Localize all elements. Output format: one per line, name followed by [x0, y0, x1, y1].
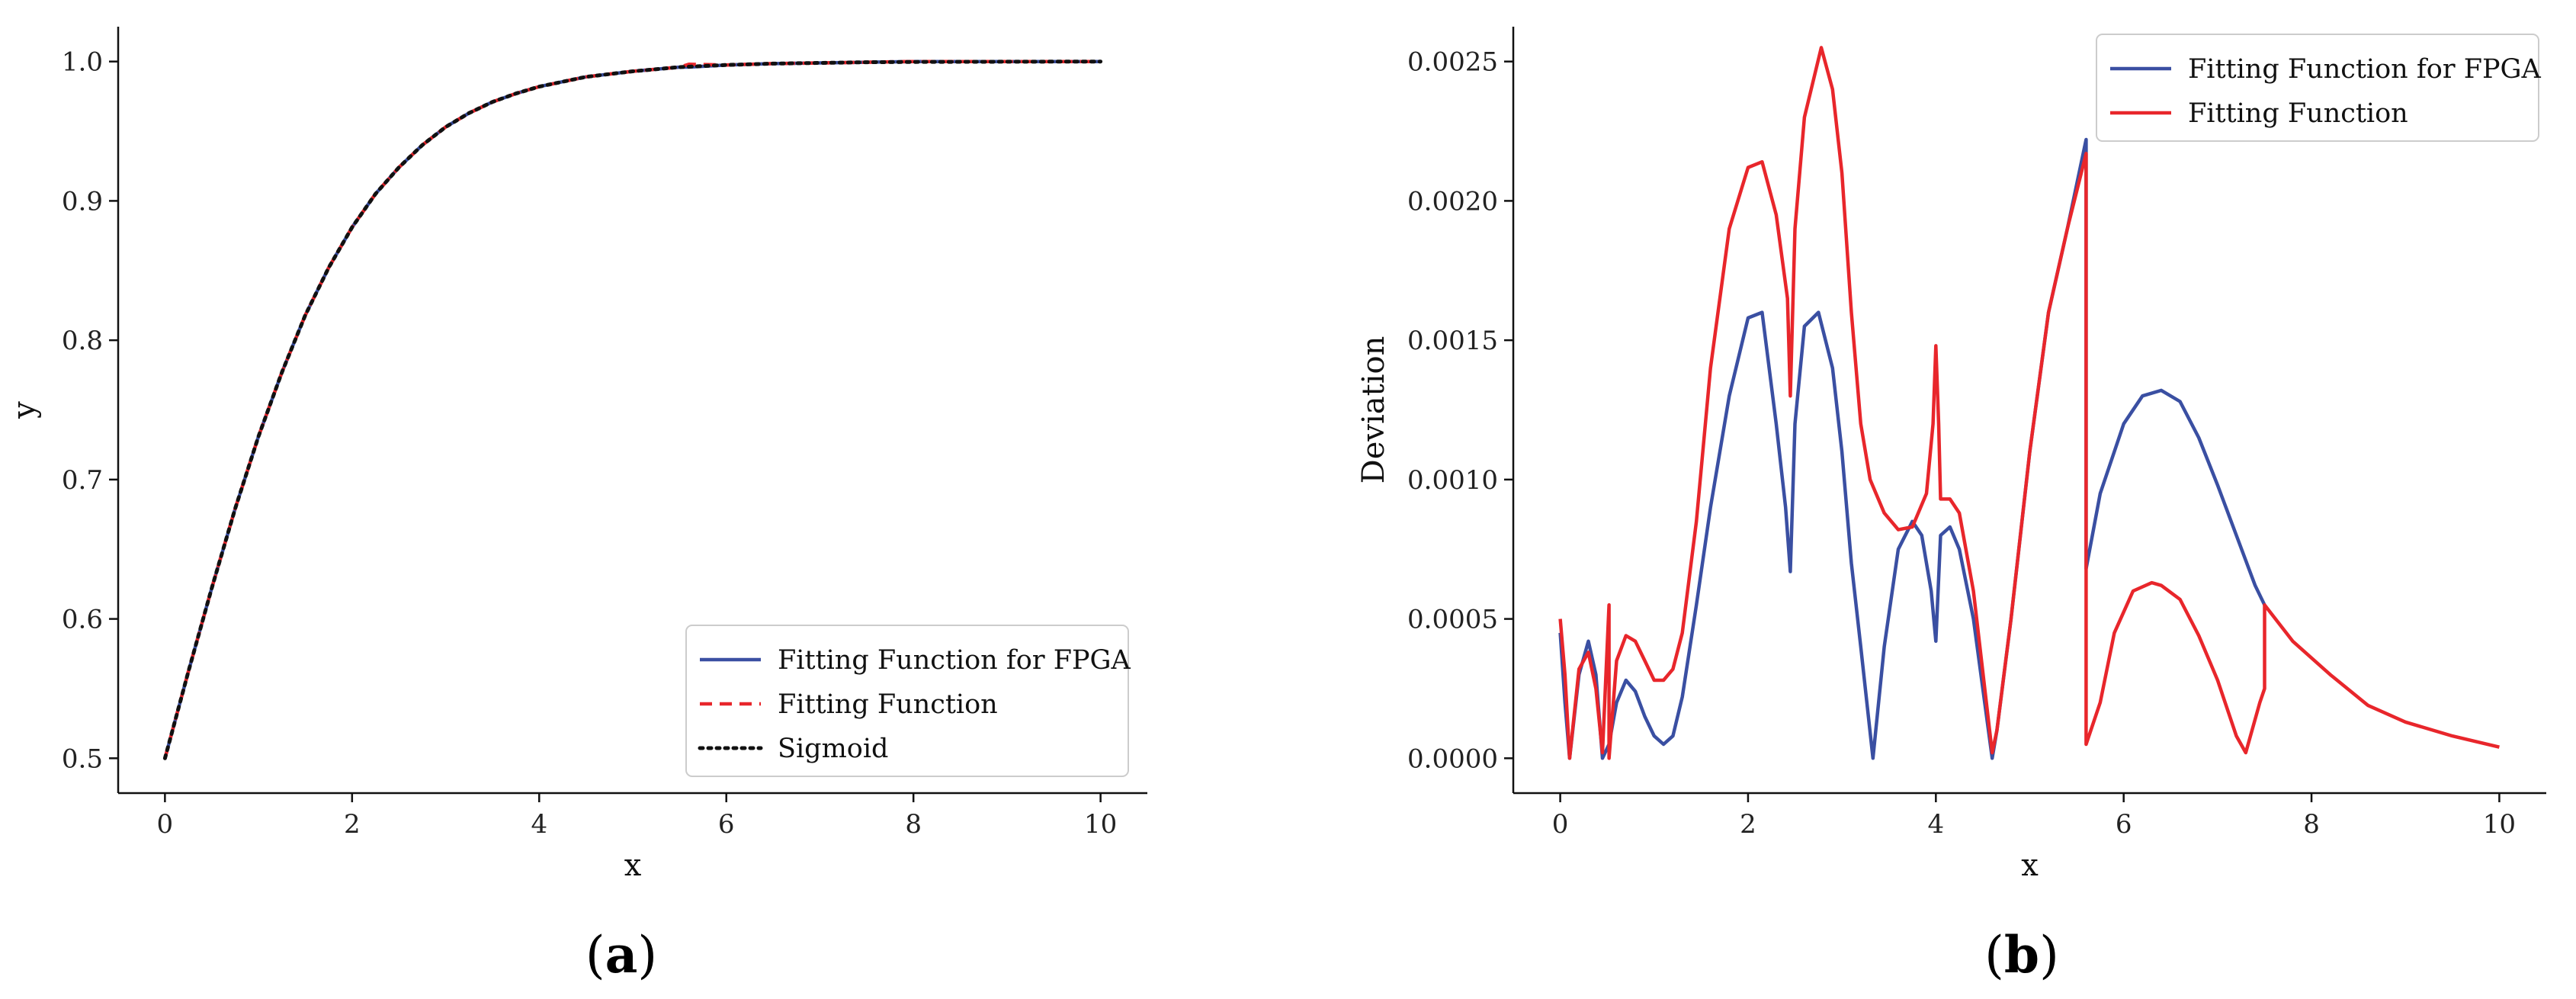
x-axis-label: x [624, 848, 642, 883]
series-line-2 [162, 59, 1103, 760]
x-tick-label: 8 [905, 809, 922, 840]
chart-panel-a: 0 2 4 6 8 10 0.5 0.6 0.7 0.8 0.9 1.0 x y Fitting Funct… [7, 27, 1147, 985]
y-tick-label: 0.0015 [1407, 326, 1498, 356]
legend: Fitting Function for FPGA Fitting Functio… [2096, 34, 2542, 142]
legend-label-2: Sigmoid [778, 734, 888, 764]
panel-label: (b) [1984, 925, 2059, 985]
series-line-1 [1558, 46, 2500, 760]
x-tick-label: 4 [1927, 809, 1944, 840]
y-tick-label: 0.0020 [1407, 186, 1498, 217]
legend-label-0: Fitting Function for FPGA [2188, 54, 2542, 85]
y-tick-label: 0.0005 [1407, 605, 1498, 635]
y-tick-label: 1.0 [62, 47, 103, 78]
y-tick-label: 0.0025 [1407, 47, 1498, 78]
panel-paren-open: ( [585, 926, 605, 985]
x-tick-label: 2 [344, 809, 361, 840]
x-tick-label: 4 [531, 809, 547, 840]
x-tick-label: 6 [718, 809, 735, 840]
y-tick-label: 0.9 [62, 186, 103, 217]
panel-label: (a) [585, 925, 657, 985]
panel-paren-open: ( [1984, 926, 2004, 985]
y-tick-label: 0.6 [62, 605, 103, 635]
y-tick-label: 0.8 [62, 326, 103, 356]
y-axis-label: Deviation [1356, 336, 1391, 484]
legend-label-0: Fitting Function for FPGA [778, 645, 1131, 676]
y-tick-label: 0.0010 [1407, 465, 1498, 496]
series-line-0 [1558, 137, 2266, 760]
y-tick-label: 0.0000 [1407, 744, 1498, 774]
x-tick-label: 0 [1552, 809, 1569, 840]
x-tick-label: 10 [2483, 809, 2516, 840]
legend-box [2096, 34, 2539, 142]
legend-label-1: Fitting Function [778, 689, 998, 720]
x-tick-label: 0 [157, 809, 174, 840]
y-tick-label: 0.7 [62, 465, 103, 496]
legend-label-1: Fitting Function [2188, 98, 2408, 129]
x-tick-label: 6 [2116, 809, 2132, 840]
panel-paren-close: ) [637, 926, 657, 985]
chart-panel-b: 0 2 4 6 8 10 0.0000 0.0005 0.0010 0.0015 0.0020 0.0… [1356, 27, 2546, 985]
y-axis-label: y [7, 401, 42, 419]
panel-letter: b [2004, 925, 2039, 985]
x-axis-label: x [2021, 848, 2039, 883]
x-tick-label: 8 [2303, 809, 2320, 840]
panel-letter: a [605, 925, 638, 985]
legend: Fitting Function for FPGA Fitting Functio… [685, 625, 1131, 777]
y-tick-label: 0.5 [62, 744, 103, 774]
x-tick-label: 10 [1084, 809, 1117, 840]
x-tick-label: 2 [1740, 809, 1756, 840]
legend-box [685, 625, 1129, 777]
panel-paren-close: ) [2039, 926, 2059, 985]
